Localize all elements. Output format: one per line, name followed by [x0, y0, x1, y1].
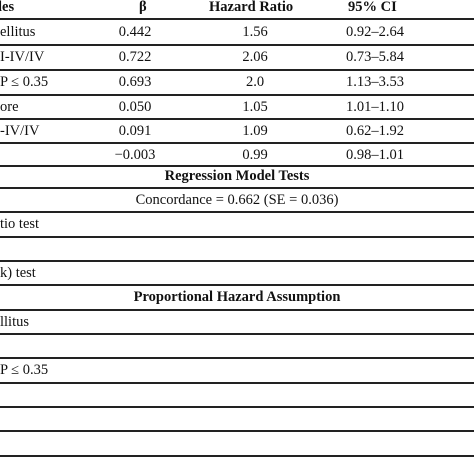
row-divider — [0, 236, 474, 238]
row-divider — [0, 142, 474, 144]
regression-tests-title: Regression Model Tests — [164, 168, 310, 184]
table-row: ellitus 0.442 1.56 0.92–2.64 — [0, 20, 474, 44]
header-ci: 95% CI — [348, 0, 397, 15]
ci-cell: 1.01–1.10 — [346, 99, 404, 115]
ph-row: P ≤ 0.35 — [0, 362, 49, 378]
hr-cell: 1.09 — [242, 123, 268, 139]
row-divider — [0, 44, 474, 46]
row-divider — [0, 333, 474, 335]
row-divider — [0, 284, 474, 286]
row-divider — [0, 357, 474, 359]
beta-cell: 0.693 — [118, 74, 152, 90]
header-variables: les — [0, 0, 15, 15]
row-divider — [0, 406, 474, 408]
beta-cell: 0.050 — [118, 99, 152, 115]
table-row: P ≤ 0.35 0.693 2.0 1.13–3.53 — [0, 70, 474, 94]
row-divider — [0, 211, 474, 213]
beta-cell: 0.091 — [118, 123, 152, 139]
header-hazard-ratio: Hazard Ratio — [209, 0, 294, 15]
ci-cell: 0.92–2.64 — [346, 24, 404, 40]
variable-cell: -IV/IV — [0, 123, 40, 139]
row-divider — [0, 94, 474, 96]
hr-cell: 0.99 — [242, 147, 268, 163]
ci-cell: 0.98–1.01 — [346, 147, 404, 163]
variable-cell: I-IV/IV — [0, 49, 45, 65]
hr-cell: 1.05 — [242, 99, 268, 115]
ci-cell: 0.73–5.84 — [346, 49, 404, 65]
ci-cell: 1.13–3.53 — [346, 74, 404, 90]
ci-cell: 0.62–1.92 — [346, 123, 404, 139]
test-row: k) test — [0, 265, 36, 281]
header-beta: β — [139, 0, 147, 15]
beta-cell: −0.003 — [114, 147, 156, 163]
table-row: −0.003 0.99 0.98–1.01 — [0, 143, 474, 167]
row-divider — [0, 309, 474, 311]
table-row: ore 0.050 1.05 1.01–1.10 — [0, 95, 474, 119]
row-divider — [0, 382, 474, 384]
row-divider — [0, 69, 474, 71]
hr-cell: 1.56 — [242, 24, 268, 40]
variable-cell: ore — [0, 99, 19, 115]
concordance-text: Concordance = 0.662 (SE = 0.036) — [135, 192, 339, 208]
proportional-hazard-title: Proportional Hazard Assumption — [133, 289, 341, 305]
table-row: I-IV/IV 0.722 2.06 0.73–5.84 — [0, 45, 474, 69]
row-divider — [0, 260, 474, 262]
table-row: -IV/IV 0.091 1.09 0.62–1.92 — [0, 119, 474, 143]
row-divider — [0, 118, 474, 120]
ph-row: llitus — [0, 314, 30, 330]
variable-cell: ellitus — [0, 24, 36, 40]
header-rule — [0, 18, 474, 20]
beta-cell: 0.442 — [118, 24, 152, 40]
hr-cell: 2.0 — [245, 74, 265, 90]
row-divider — [0, 165, 474, 167]
variable-cell: P ≤ 0.35 — [0, 74, 49, 90]
row-divider — [0, 430, 474, 432]
test-row: tio test — [0, 216, 40, 232]
row-divider — [0, 455, 474, 457]
beta-cell: 0.722 — [118, 49, 152, 65]
row-divider — [0, 187, 474, 189]
hr-cell: 2.06 — [242, 49, 268, 65]
